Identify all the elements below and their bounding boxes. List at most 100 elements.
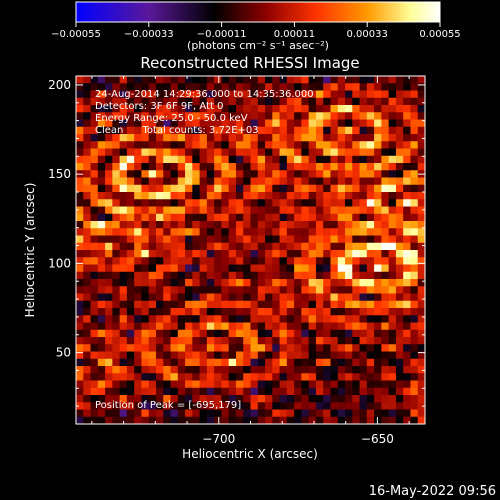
heatmap-cell [206,148,215,157]
heatmap-cell [330,380,339,389]
heatmap-cell [155,76,164,84]
heatmap-cell [228,170,237,178]
heatmap-cell [294,90,302,99]
heatmap-cell [323,366,331,374]
heatmap-cell [199,286,208,294]
heatmap-cell [199,235,208,244]
heatmap-cell [112,380,121,389]
heatmap-cell [352,155,360,164]
heatmap-cell [388,155,397,164]
heatmap-cell [76,337,84,345]
heatmap-cell [330,119,339,128]
heatmap-cell [395,329,404,338]
heatmap-cell [345,112,353,120]
heatmap-cell [301,134,310,142]
heatmap-cell [403,409,411,418]
heatmap-cell [199,300,208,309]
heatmap-cell [417,221,425,229]
heatmap-cell [163,199,171,207]
heatmap-cell [90,213,99,222]
heatmap-cell [148,257,157,265]
heatmap-cell [323,250,331,258]
heatmap-cell [323,148,331,157]
heatmap-cell [192,402,200,410]
heatmap-cell [134,163,142,171]
heatmap-cell [185,76,193,84]
heatmap-cell [323,213,331,222]
heatmap-cell [257,76,266,84]
heatmap-cell [177,337,186,345]
heatmap-cell [228,105,237,113]
heatmap-cell [206,373,215,381]
heatmap-cell [126,322,135,331]
heatmap-cell [315,206,324,215]
heatmap-cell [410,90,419,99]
heatmap-cell [119,105,128,113]
heatmap-cell [97,351,106,360]
heatmap-cell [323,163,331,171]
heatmap-cell [134,351,142,360]
heatmap-cell [315,199,324,207]
heatmap-cell [257,380,266,389]
heatmap-cell [345,351,353,360]
heatmap-cell [177,221,186,229]
heatmap-cell [417,315,425,323]
heatmap-cell [185,322,193,331]
heatmap-cell [250,235,259,244]
heatmap-cell [381,409,390,418]
heatmap-cell [112,300,121,309]
heatmap-cell [352,351,360,360]
heatmap-cell [83,351,91,360]
heatmap-cell [192,351,200,360]
heatmap-cell [403,351,411,360]
heatmap-cell [192,409,200,418]
heatmap-cell [315,329,324,338]
heatmap-cell [199,105,208,113]
heatmap-cell [141,351,150,360]
heatmap-cell [381,279,390,287]
heatmap-cell [308,271,317,280]
heatmap-cell [250,293,259,302]
heatmap-cell [366,409,375,418]
heatmap-cell [192,293,200,302]
heatmap-cell [177,409,186,418]
x-tick-label: −650 [361,432,394,446]
heatmap-cell [148,416,157,424]
heatmap-cell [265,293,273,302]
heatmap-cell [119,395,128,403]
heatmap-cell [119,192,128,200]
heatmap-cell [352,271,360,280]
heatmap-cell [192,387,200,396]
heatmap-cell [214,257,222,265]
heatmap-cell [155,344,164,352]
heatmap-cell [279,264,288,273]
heatmap-cell [134,76,142,84]
heatmap-cell [272,148,280,157]
heatmap-cell [250,163,259,171]
heatmap-cell [374,221,382,229]
heatmap-cell [192,250,200,258]
heatmap-cell [286,112,295,120]
heatmap-cell [97,83,106,91]
heatmap-cell [323,221,331,229]
heatmap-cell [206,264,215,273]
heatmap-cell [381,395,390,403]
heatmap-cell [345,184,353,193]
heatmap-cell [352,112,360,120]
heatmap-cell [235,170,244,178]
heatmap-cell [221,112,230,120]
heatmap-cell [279,373,288,381]
heatmap-cell [235,177,244,186]
heatmap-cell [388,264,397,273]
heatmap-cell [403,315,411,323]
heatmap-cell [374,315,382,323]
heatmap-cell [417,329,425,338]
heatmap-cell [214,83,222,91]
heatmap-cell [243,105,251,113]
heatmap-cell [235,387,244,396]
heatmap-cell [366,387,375,396]
heatmap-cell [388,235,397,244]
heatmap-cell [126,337,135,345]
heatmap-cell [279,155,288,164]
heatmap-cell [265,155,273,164]
